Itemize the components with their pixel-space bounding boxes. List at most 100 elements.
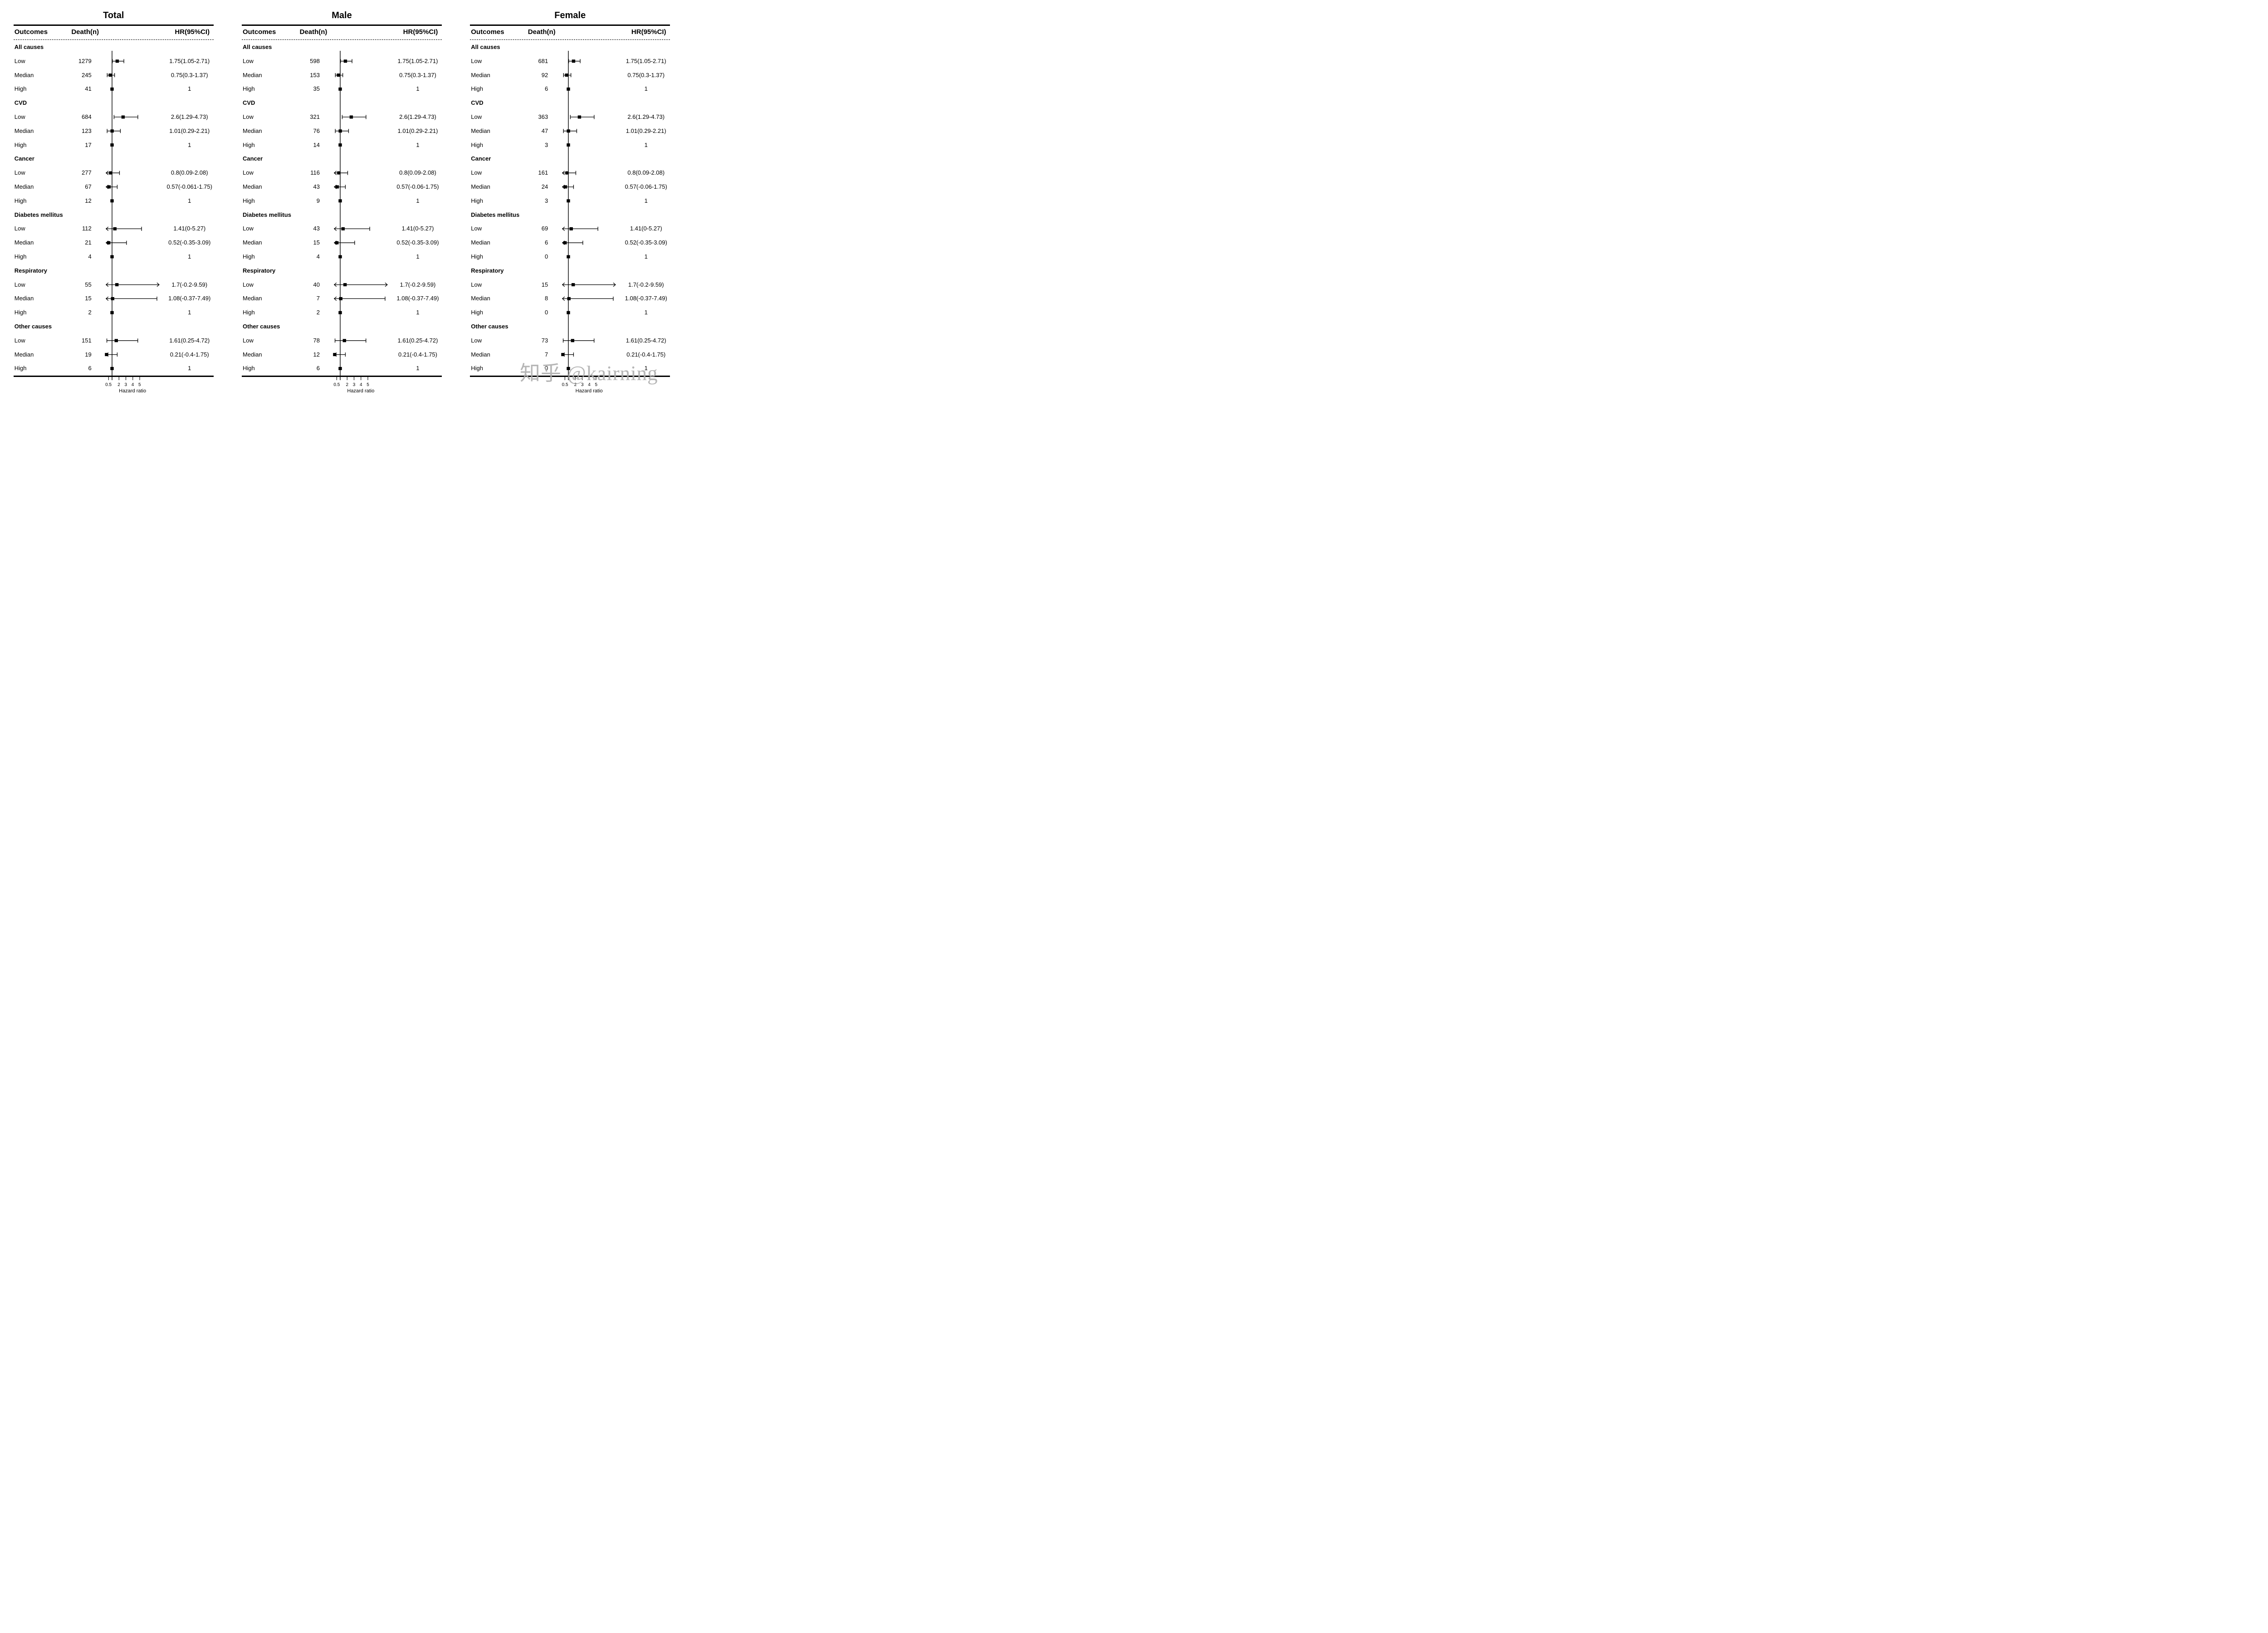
column-header-outcomes: Outcomes bbox=[14, 28, 48, 36]
axis-tick-label: 0.5 bbox=[562, 382, 568, 387]
row-label: Low bbox=[471, 281, 482, 288]
death-count: 116 bbox=[310, 169, 320, 176]
death-count: 277 bbox=[82, 169, 92, 176]
row-label: Low bbox=[14, 281, 25, 288]
row-label: Median bbox=[243, 351, 262, 358]
marker bbox=[577, 115, 582, 119]
axis-tick-label: 5 bbox=[138, 382, 141, 387]
death-count: 2 bbox=[88, 309, 92, 316]
row-label: Median bbox=[471, 71, 490, 78]
death-count: 123 bbox=[82, 127, 92, 134]
row-label: Low bbox=[243, 337, 254, 344]
marker bbox=[349, 115, 353, 119]
marker bbox=[563, 241, 567, 244]
death-count: 151 bbox=[82, 337, 92, 344]
group-label: Respiratory bbox=[243, 267, 276, 274]
hr-ci-value: 1 bbox=[188, 141, 191, 148]
death-count: 35 bbox=[313, 85, 320, 93]
death-count: 161 bbox=[538, 169, 548, 176]
marker bbox=[569, 227, 573, 230]
column-header-deaths: Death(n) bbox=[299, 28, 327, 36]
group-label: CVD bbox=[471, 99, 484, 107]
clip-arrow-left bbox=[105, 296, 108, 301]
row-label: Low bbox=[243, 225, 254, 232]
clip-arrow-left bbox=[105, 171, 108, 175]
death-count: 17 bbox=[85, 141, 92, 148]
death-count: 7 bbox=[545, 351, 548, 358]
group-label: Diabetes mellitus bbox=[243, 211, 291, 218]
marker bbox=[335, 185, 339, 189]
row-label: Median bbox=[471, 351, 490, 358]
death-count: 112 bbox=[82, 225, 92, 232]
bottom-rule bbox=[242, 376, 442, 377]
hr-ci-value: 1.01(0.29-2.21) bbox=[169, 127, 210, 134]
hr-ci-value: 0.52(-0.35-3.09) bbox=[396, 239, 439, 246]
row-label: Median bbox=[14, 183, 34, 190]
top-rule bbox=[13, 24, 214, 26]
group-label: Diabetes mellitus bbox=[14, 211, 63, 218]
hr-ci-value: 1 bbox=[644, 309, 648, 316]
death-count: 321 bbox=[310, 113, 320, 120]
death-count: 15 bbox=[541, 281, 548, 288]
hr-ci-value: 1 bbox=[188, 309, 191, 316]
death-count: 2 bbox=[316, 309, 320, 316]
clip-arrow-left bbox=[562, 352, 565, 357]
clip-arrow-left bbox=[333, 226, 337, 231]
axis-tick-label: 3 bbox=[581, 382, 584, 387]
marker bbox=[338, 367, 342, 370]
marker bbox=[567, 297, 571, 300]
clip-arrow-left bbox=[105, 226, 108, 231]
marker bbox=[110, 255, 114, 259]
row-label: High bbox=[14, 197, 27, 204]
hr-ci-value: 1.41(0-5.27) bbox=[630, 225, 662, 232]
row-label: Median bbox=[243, 295, 262, 302]
marker bbox=[567, 129, 571, 133]
row-label: Low bbox=[14, 337, 25, 344]
hr-ci-value: 0.21(-0.4-1.75) bbox=[170, 351, 209, 358]
row-label: High bbox=[243, 365, 255, 372]
marker bbox=[108, 73, 112, 77]
hr-ci-value: 1.75(1.05-2.71) bbox=[626, 57, 666, 64]
marker bbox=[572, 59, 576, 63]
death-count: 153 bbox=[310, 71, 320, 78]
death-count: 4 bbox=[316, 253, 320, 260]
group-label: Respiratory bbox=[14, 267, 47, 274]
marker bbox=[115, 59, 119, 63]
hr-ci-value: 0.52(-0.35-3.09) bbox=[625, 239, 667, 246]
clip-arrow-left bbox=[562, 296, 565, 301]
marker bbox=[121, 115, 125, 119]
row-label: Low bbox=[14, 225, 25, 232]
hr-ci-value: 1 bbox=[416, 85, 420, 93]
header-separator bbox=[13, 39, 214, 40]
hr-ci-value: 0.8(0.09-2.08) bbox=[171, 169, 208, 176]
marker bbox=[338, 199, 342, 203]
header-separator bbox=[242, 39, 442, 40]
bottom-rule bbox=[13, 376, 214, 377]
death-count: 7 bbox=[316, 295, 320, 302]
row-label: High bbox=[471, 309, 483, 316]
marker bbox=[110, 199, 114, 203]
marker bbox=[338, 129, 342, 133]
hr-ci-value: 0.21(-0.4-1.75) bbox=[398, 351, 437, 358]
row-label: Low bbox=[471, 225, 482, 232]
axis-tick-label: 5 bbox=[367, 382, 369, 387]
panel-title: Male bbox=[332, 10, 352, 20]
header-separator bbox=[470, 39, 670, 40]
death-count: 47 bbox=[541, 127, 548, 134]
marker bbox=[113, 227, 117, 230]
marker bbox=[338, 255, 342, 259]
row-label: Median bbox=[14, 351, 34, 358]
marker bbox=[567, 255, 570, 259]
row-label: Median bbox=[14, 295, 34, 302]
hr-ci-value: 1.7(-0.2-9.59) bbox=[171, 281, 208, 288]
row-label: Low bbox=[471, 113, 482, 120]
row-label: Low bbox=[471, 337, 482, 344]
marker bbox=[107, 185, 111, 189]
clip-arrow-left bbox=[105, 185, 108, 189]
death-count: 78 bbox=[313, 337, 320, 344]
row-label: High bbox=[471, 85, 483, 93]
death-count: 3 bbox=[545, 141, 548, 148]
row-label: High bbox=[243, 85, 255, 93]
marker bbox=[565, 171, 569, 175]
death-count: 73 bbox=[541, 337, 548, 344]
